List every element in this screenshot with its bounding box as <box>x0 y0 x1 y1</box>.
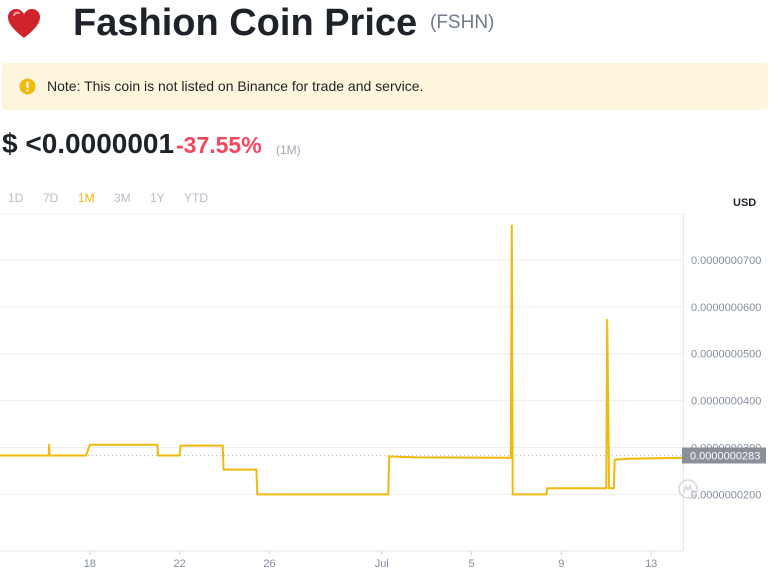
currency-label: USD <box>733 197 757 209</box>
chart-watermark-mark <box>683 484 693 493</box>
current-price-tag-label: 0.0000000283 <box>690 450 760 462</box>
x-tick-label: 13 <box>645 558 657 570</box>
page-title: Fashion Coin Price <box>73 2 418 44</box>
range-tab-7d[interactable]: 7D <box>43 191 59 205</box>
x-tick-label: 26 <box>263 558 275 570</box>
range-tab-1d[interactable]: 1D <box>8 191 24 205</box>
current-price-tag <box>682 447 766 464</box>
range-tab-1m[interactable]: 1M <box>78 191 95 205</box>
chart-watermark-icon <box>678 479 698 499</box>
note-text: Note: This coin is not listed on Binance… <box>47 78 424 94</box>
page-header: Fashion Coin Price (FSHN) <box>0 0 783 52</box>
x-tick-label: 18 <box>84 558 96 570</box>
coin-ticker: (FSHN) <box>430 12 495 33</box>
y-tick-label: 0.0000000500 <box>691 349 761 361</box>
range-tab-3m[interactable]: 3M <box>114 191 131 205</box>
y-tick-label: 0.0000000400 <box>691 396 761 408</box>
red-heart-icon <box>8 9 40 38</box>
x-tick-label: Jul <box>375 558 389 570</box>
range-tab-ytd[interactable]: YTD <box>184 191 208 205</box>
price-chart[interactable]: 0.00000002000.00000003000.00000004000.00… <box>0 213 783 575</box>
y-tick-label: 0.0000000700 <box>691 255 761 267</box>
x-tick-label: 5 <box>468 558 474 570</box>
current-price: $ <0.0000001 <box>2 128 175 159</box>
y-tick-label: 0.0000000600 <box>691 302 761 314</box>
listing-note-banner: Note: This coin is not listed on Binance… <box>2 63 768 110</box>
range-tab-1y[interactable]: 1Y <box>150 191 165 205</box>
warning-icon <box>19 78 36 95</box>
x-tick-label: 9 <box>558 558 564 570</box>
price-change-period: (1M) <box>276 143 301 157</box>
price-series-line[interactable] <box>0 224 684 496</box>
y-tick-label: 0.0000000200 <box>691 489 761 501</box>
price-change-percent: -37.55% <box>176 132 262 158</box>
x-tick-label: 22 <box>174 558 186 570</box>
